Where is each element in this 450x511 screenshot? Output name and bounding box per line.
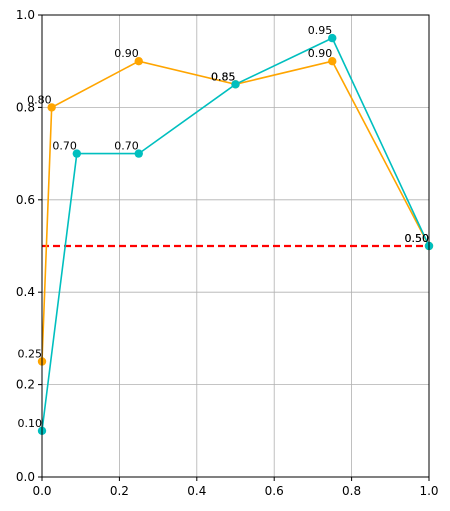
data-label: 0.85 — [211, 70, 236, 83]
series-0-point — [328, 57, 337, 66]
y-tick-label: 0.2 — [16, 378, 35, 392]
series-1-point — [134, 149, 143, 158]
data-label: 0.90 — [114, 47, 139, 60]
data-label-layer: 0.250.800.900.850.900.500.100.70 0.700.85… — [18, 24, 430, 430]
data-label: 0.80 — [27, 93, 52, 106]
y-tick-label: 1.0 — [16, 8, 35, 22]
y-tick-label: 0.4 — [16, 285, 35, 299]
series-0-point — [47, 103, 56, 112]
data-label: 0.85 — [211, 70, 236, 83]
data-label: 0.90 — [308, 47, 333, 60]
series-1-point — [231, 80, 240, 89]
series-1-point — [328, 33, 337, 43]
x-tick-label: 0.4 — [187, 484, 206, 498]
tick-layer: 0.0 0.2 0.4 0.6 0.8 1.0 0.0 0.2 0.4 0.6 0.8 1.0 — [16, 8, 439, 498]
data-label: 0.25 — [18, 348, 43, 361]
data-label: 0.70 — [52, 140, 77, 153]
x-tick-label: 1.0 — [419, 484, 438, 498]
x-tick-label: 0.8 — [342, 484, 361, 498]
series-layer — [37, 33, 434, 435]
data-label: 0.70 — [114, 140, 139, 153]
y-tick-label: 0.6 — [16, 193, 35, 207]
series-0-point — [134, 57, 143, 66]
series-1-point — [72, 149, 82, 158]
x-tick-label: 0.6 — [265, 484, 284, 498]
y-tick-label: 0.0 — [16, 470, 35, 484]
series-0-line — [41, 60, 430, 362]
data-label: 0.10 — [18, 417, 43, 430]
x-tick-label: 0.0 — [32, 484, 51, 498]
series-1-line — [41, 37, 430, 431]
plot-frame — [41, 14, 430, 478]
data-label: 0.95 — [308, 24, 333, 37]
data-label: 0.50 — [405, 232, 430, 245]
y-tick-label: 0.8 — [16, 100, 35, 114]
data-label: 0.50 — [405, 232, 430, 245]
x-tick-label: 0.2 — [110, 484, 129, 498]
